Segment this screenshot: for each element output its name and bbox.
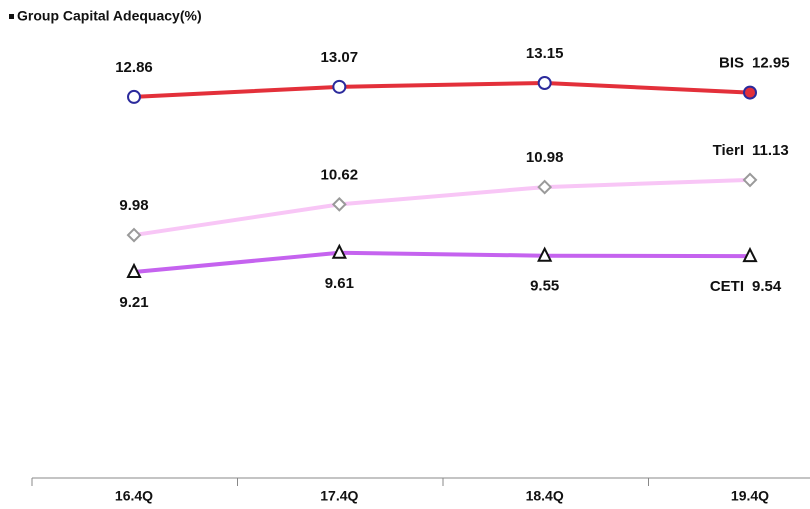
marker — [332, 79, 347, 94]
series-line — [133, 80, 751, 99]
data-label: 9.61 — [325, 275, 354, 292]
marker — [537, 179, 553, 195]
marker — [127, 89, 141, 104]
x-tick-label: 16.4Q — [115, 488, 153, 504]
data-label: 9.55 — [530, 278, 559, 295]
data-label: 9.98 — [119, 197, 148, 214]
data-label: 9.21 — [119, 294, 148, 311]
marker — [126, 227, 142, 243]
series-name-label: BIS — [719, 55, 744, 72]
marker — [742, 246, 758, 263]
x-tick-label: 19.4Q — [731, 488, 769, 504]
data-label: 12.95 — [752, 55, 790, 72]
series-name-label: CETI — [710, 278, 744, 295]
marker — [331, 196, 347, 212]
marker — [126, 262, 142, 278]
data-label: 10.98 — [526, 149, 564, 166]
title-bullet — [9, 14, 14, 19]
marker — [537, 76, 552, 90]
data-label: 10.62 — [321, 166, 359, 183]
data-label: 11.13 — [752, 142, 789, 159]
data-label: 13.07 — [321, 49, 359, 66]
series-line — [133, 250, 751, 274]
x-tick-label: 18.4Q — [526, 488, 564, 504]
series-line — [133, 177, 751, 238]
data-label: 12.86 — [115, 59, 153, 76]
marker — [537, 246, 553, 262]
x-tick-label: 17.4Q — [320, 488, 358, 504]
marker — [331, 243, 347, 259]
marker — [743, 85, 757, 100]
series-name-label: TierI — [713, 142, 744, 159]
data-label: 9.54 — [752, 278, 782, 295]
marker — [742, 172, 758, 188]
chart-title: Group Capital Adequacy(%) — [17, 8, 202, 24]
data-label: 13.15 — [526, 45, 564, 62]
